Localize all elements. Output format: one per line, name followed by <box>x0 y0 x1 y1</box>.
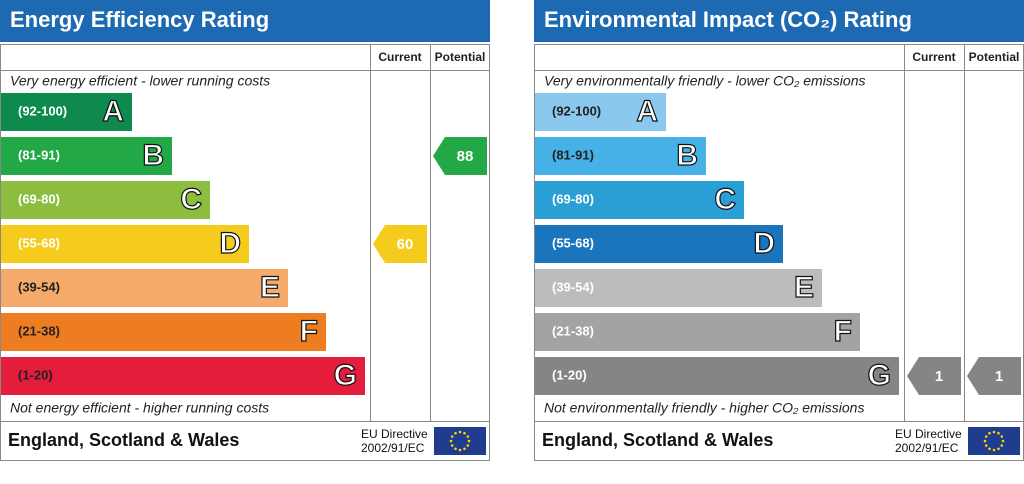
eu-star <box>992 448 996 452</box>
rating-band <box>535 225 783 263</box>
band-range: (69-80) <box>18 191 60 206</box>
column-header: Potential <box>435 50 486 64</box>
band-range: (55-68) <box>552 235 594 250</box>
rating-arrow <box>433 137 487 175</box>
band-range: (21-38) <box>552 323 594 338</box>
rating-arrow <box>967 357 1021 395</box>
band-range: (92-100) <box>18 103 67 118</box>
eu-star <box>463 447 466 451</box>
band-letter: B <box>142 139 164 172</box>
eu-star <box>458 430 462 434</box>
rating-band <box>1 137 172 175</box>
rating-band <box>1 225 249 263</box>
rating-band <box>1 93 132 131</box>
column-header: Current <box>912 50 955 64</box>
eu-star <box>984 444 988 447</box>
panel-title: Environmental Impact (CO₂) Rating <box>544 7 912 32</box>
title-bar <box>534 0 1024 42</box>
rating-band <box>535 181 744 219</box>
band-letter: A <box>636 95 658 128</box>
eu-star <box>988 447 991 451</box>
eu-star <box>983 439 987 443</box>
band-letter: E <box>794 271 814 304</box>
band-letter: G <box>334 359 357 392</box>
region: England, Scotland & Wales <box>8 430 239 450</box>
rating-band <box>535 357 899 395</box>
band-range: (69-80) <box>552 191 594 206</box>
rating-band <box>535 137 706 175</box>
eu-star <box>454 447 457 451</box>
eu-star <box>466 435 470 438</box>
directive: EU Directive <box>895 427 962 441</box>
eu-star <box>984 435 988 438</box>
rating-band <box>535 93 666 131</box>
band-range: (81-91) <box>552 147 594 162</box>
directive: EU Directive <box>361 427 428 441</box>
rating-band <box>535 269 822 307</box>
eu-star <box>450 444 454 447</box>
band-range: (55-68) <box>18 235 60 250</box>
eu-star <box>454 431 457 435</box>
eu-star <box>1001 439 1005 443</box>
band-range: (92-100) <box>552 103 601 118</box>
band-letter: B <box>676 139 698 172</box>
directive: 2002/91/EC <box>361 441 425 455</box>
band-letter: F <box>300 315 318 348</box>
band-letter: D <box>753 227 775 260</box>
column-header: Current <box>378 50 421 64</box>
rating-band <box>1 181 210 219</box>
region: England, Scotland & Wales <box>542 430 773 450</box>
band-range: (39-54) <box>18 279 60 294</box>
panel-title: Energy Efficiency Rating <box>10 7 269 32</box>
rating-band <box>1 269 288 307</box>
eu-star <box>450 435 454 438</box>
band-letter: A <box>102 95 124 128</box>
rating-band <box>1 313 326 351</box>
eu-star <box>463 431 466 435</box>
band-letter: C <box>714 183 736 216</box>
directive: 2002/91/EC <box>895 441 959 455</box>
band-letter: G <box>868 359 891 392</box>
rating-arrow <box>373 225 427 263</box>
band-range: (39-54) <box>552 279 594 294</box>
band-range: (81-91) <box>18 147 60 162</box>
rating-value: 60 <box>397 236 414 253</box>
band-range: (1-20) <box>552 367 587 382</box>
eu-star <box>1000 435 1004 438</box>
eu-star <box>988 431 991 435</box>
rating-arrow <box>907 357 961 395</box>
top-note: Very environmentally friendly - lower CO… <box>544 73 865 89</box>
bottom-note: Not energy efficient - higher running co… <box>10 400 269 416</box>
eu-star <box>449 439 453 443</box>
rating-value: 1 <box>935 368 943 385</box>
rating-band <box>535 313 860 351</box>
eu-star <box>467 439 471 443</box>
band-range: (1-20) <box>18 367 53 382</box>
panel-border <box>0 44 490 461</box>
rating-band <box>1 357 365 395</box>
eu-star <box>1000 444 1004 447</box>
title-bar <box>0 0 490 42</box>
band-letter: D <box>219 227 241 260</box>
eu-star <box>992 430 996 434</box>
bottom-note: Not environmentally friendly - higher CO… <box>544 400 864 416</box>
band-letter: C <box>180 183 202 216</box>
rating-value: 1 <box>995 368 1003 385</box>
eu-star <box>458 448 462 452</box>
band-letter: F <box>834 315 852 348</box>
eu-star <box>997 431 1000 435</box>
band-letter: E <box>260 271 280 304</box>
band-range: (21-38) <box>18 323 60 338</box>
top-note: Very energy efficient - lower running co… <box>10 73 270 89</box>
eu-star <box>997 447 1000 451</box>
eu-star <box>466 444 470 447</box>
column-header: Potential <box>969 50 1020 64</box>
rating-value: 88 <box>457 148 474 165</box>
